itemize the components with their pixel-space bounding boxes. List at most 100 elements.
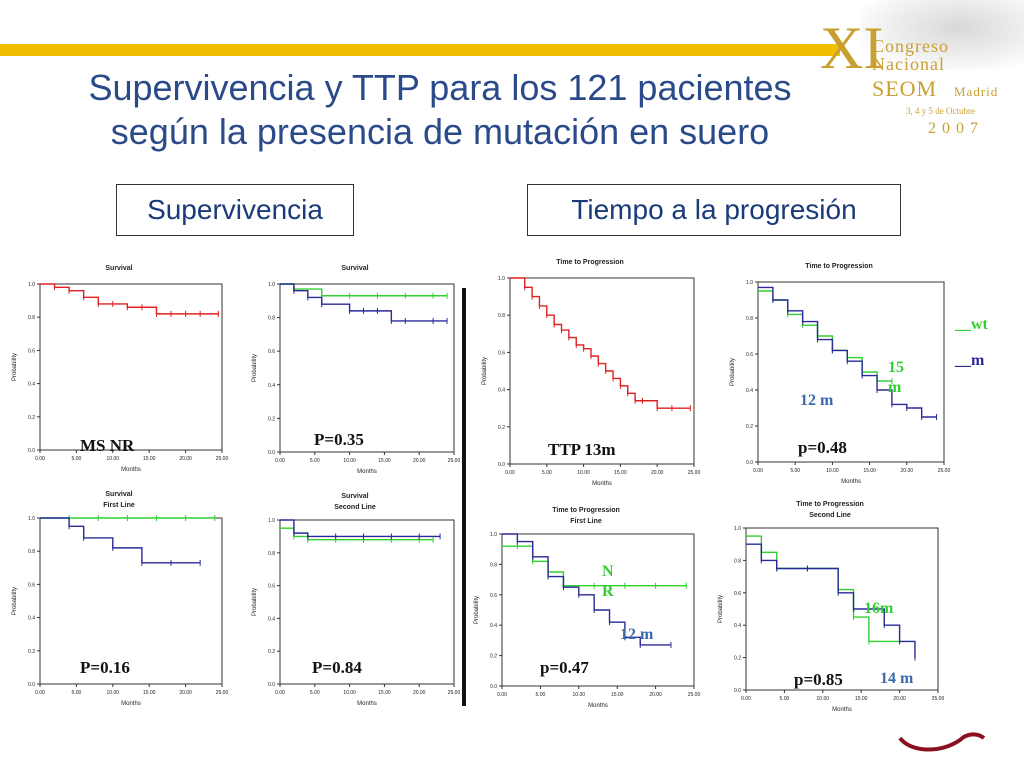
logo-dates: 3, 4 y 5 de Octubre: [906, 106, 975, 116]
annotation-p-047: p=0.47: [540, 658, 589, 677]
x-tick-label: 15.00: [378, 458, 391, 464]
accent-bar: [0, 44, 840, 56]
x-tick-label: 10.00: [817, 696, 830, 702]
x-tick-label: 15.00: [378, 690, 391, 696]
chart-title: Time to Progression: [805, 263, 873, 270]
chart-title: Time to Progression: [552, 507, 620, 514]
title-line-2: según la presencia de mutación en suero: [110, 111, 770, 152]
x-tick-label: 5.00: [542, 470, 552, 476]
chart-title: Survival: [341, 265, 368, 272]
y-axis-label: Probability: [12, 353, 18, 381]
y-tick-label: 0.8: [268, 551, 275, 557]
y-tick-label: 0.6: [498, 350, 505, 356]
y-tick-label: 0.0: [28, 682, 35, 688]
x-tick-label: 10.00: [107, 690, 120, 696]
y-tick-label: 0.2: [28, 415, 35, 421]
x-tick-label: 20.00: [649, 692, 662, 698]
x-tick-label: 15.00: [863, 468, 876, 474]
km-curve-series-0: [510, 277, 691, 409]
chart-ttp-all: Time to Progression 0.0 0.2 0.4 0.6 0.8 1.0 0.0…: [482, 259, 700, 487]
y-tick-label: 0.6: [734, 591, 741, 597]
x-tick-label: 25.00: [688, 692, 701, 698]
x-tick-label: 5.00: [72, 690, 82, 696]
km-curve-series-1: [280, 283, 448, 322]
y-tick-label: 1.0: [28, 282, 35, 288]
y-tick-label: 0.0: [746, 460, 753, 466]
chart-ttp-split: Time to Progression 0.0 0.2 0.4 0.6 0.8 1.0 0.0…: [730, 263, 951, 485]
x-axis-label: Months: [357, 701, 377, 707]
y-tick-label: 0.0: [490, 684, 497, 690]
x-axis-label: Months: [841, 479, 861, 485]
label-survival: Supervivencia: [116, 184, 354, 236]
x-tick-label: 5.00: [310, 690, 320, 696]
x-tick-label: 25.00: [932, 696, 945, 702]
km-curve-series-1: [280, 519, 441, 538]
plot-frame: [509, 277, 695, 465]
annotation-12m-top: 12 m: [800, 392, 834, 409]
chart-ttp-second: Time to Progression Second Line 0.0 0.2 0.4 0…: [718, 501, 945, 713]
y-tick-label: 0.8: [28, 549, 35, 555]
y-tick-label: 0.4: [28, 382, 35, 388]
plot-frame: [39, 283, 223, 451]
y-tick-label: 0.4: [28, 616, 35, 622]
chart-title: Survival: [105, 265, 132, 272]
x-tick-label: 0.00: [275, 458, 285, 464]
y-tick-label: 0.0: [268, 450, 275, 456]
x-tick-label: 20.00: [413, 458, 426, 464]
panel-ttp-split: Time to Progression 0.0 0.2 0.4 0.6 0.8 1.0 0.0…: [724, 256, 954, 488]
annotation-ms-nr: MS NR: [80, 436, 135, 455]
x-tick-label: 15.00: [611, 692, 624, 698]
x-axis-label: Months: [121, 467, 141, 473]
plot-frame: [279, 519, 455, 685]
y-axis-label: Probability: [252, 588, 258, 616]
x-tick-label: 5.00: [536, 692, 546, 698]
chart-ttp-first: Time to Progression First Line 0.0 0.2 0.4 0.…: [474, 507, 701, 709]
y-tick-label: 0.6: [28, 348, 35, 354]
x-tick-label: 10.00: [577, 470, 590, 476]
label-ttp: Tiempo a la progresión: [527, 184, 901, 236]
y-tick-label: 0.2: [268, 649, 275, 655]
y-tick-label: 0.4: [490, 623, 497, 629]
y-tick-label: 0.8: [734, 558, 741, 564]
annotation-p-085: p=0.85: [794, 670, 843, 689]
y-axis-label: Probability: [730, 358, 736, 386]
y-axis-label: Probability: [474, 596, 480, 624]
y-tick-label: 0.6: [490, 593, 497, 599]
legend-wt: __wt: [955, 316, 988, 333]
plot-frame: [39, 517, 223, 685]
y-tick-label: 0.8: [28, 315, 35, 321]
panel-survival-first: Survival First Line 0.0 0.2 0.4 0.6 0.8 1.0 0.00…: [6, 484, 232, 710]
km-curve-series-1: [746, 543, 916, 658]
km-curve-series-0: [280, 283, 448, 297]
km-curve-series-0: [758, 290, 892, 382]
y-tick-label: 0.6: [268, 349, 275, 355]
x-tick-label: 25.00: [448, 690, 461, 696]
y-tick-label: 1.0: [28, 516, 35, 522]
x-tick-label: 0.00: [275, 690, 285, 696]
title-line-1: Supervivencia y TTP para los 121 pacient…: [88, 67, 792, 108]
chart-title: Time to Progression: [556, 259, 624, 266]
km-curve-series-0: [746, 535, 900, 643]
chart-title: Survival: [105, 491, 132, 498]
x-tick-label: 10.00: [343, 458, 356, 464]
y-axis-label: Probability: [718, 595, 724, 623]
x-tick-label: 0.00: [497, 692, 507, 698]
panel-survival-all: Survival 0.0 0.2 0.4 0.6 0.8 1.0 0.00 5.00 10.00 1…: [6, 258, 232, 476]
x-axis-label: Months: [357, 469, 377, 475]
y-tick-label: 0.0: [498, 462, 505, 468]
y-tick-label: 0.2: [734, 656, 741, 662]
x-tick-label: 0.00: [35, 690, 45, 696]
plot-frame: [757, 281, 945, 463]
annotation-16m: 16m: [864, 600, 894, 617]
y-tick-label: 1.0: [490, 532, 497, 538]
x-tick-label: 25.00: [448, 458, 461, 464]
logo-line-4: Madrid: [954, 84, 999, 99]
logo-line-2: Nacional: [872, 54, 945, 74]
panel-survival-split: Survival 0.0 0.2 0.4 0.6 0.8 1.0 0.00 5.00 10.00 1…: [246, 258, 464, 478]
y-tick-label: 0.8: [268, 316, 275, 322]
km-curve-series-0: [280, 527, 434, 541]
y-tick-label: 1.0: [734, 526, 741, 532]
chart-survival-second: Survival Second Line 0.0 0.2 0.4 0.6 0.8 1.0 0.0…: [252, 493, 461, 707]
x-tick-label: 25.00: [938, 468, 951, 474]
chart-subtitle: First Line: [570, 518, 602, 525]
